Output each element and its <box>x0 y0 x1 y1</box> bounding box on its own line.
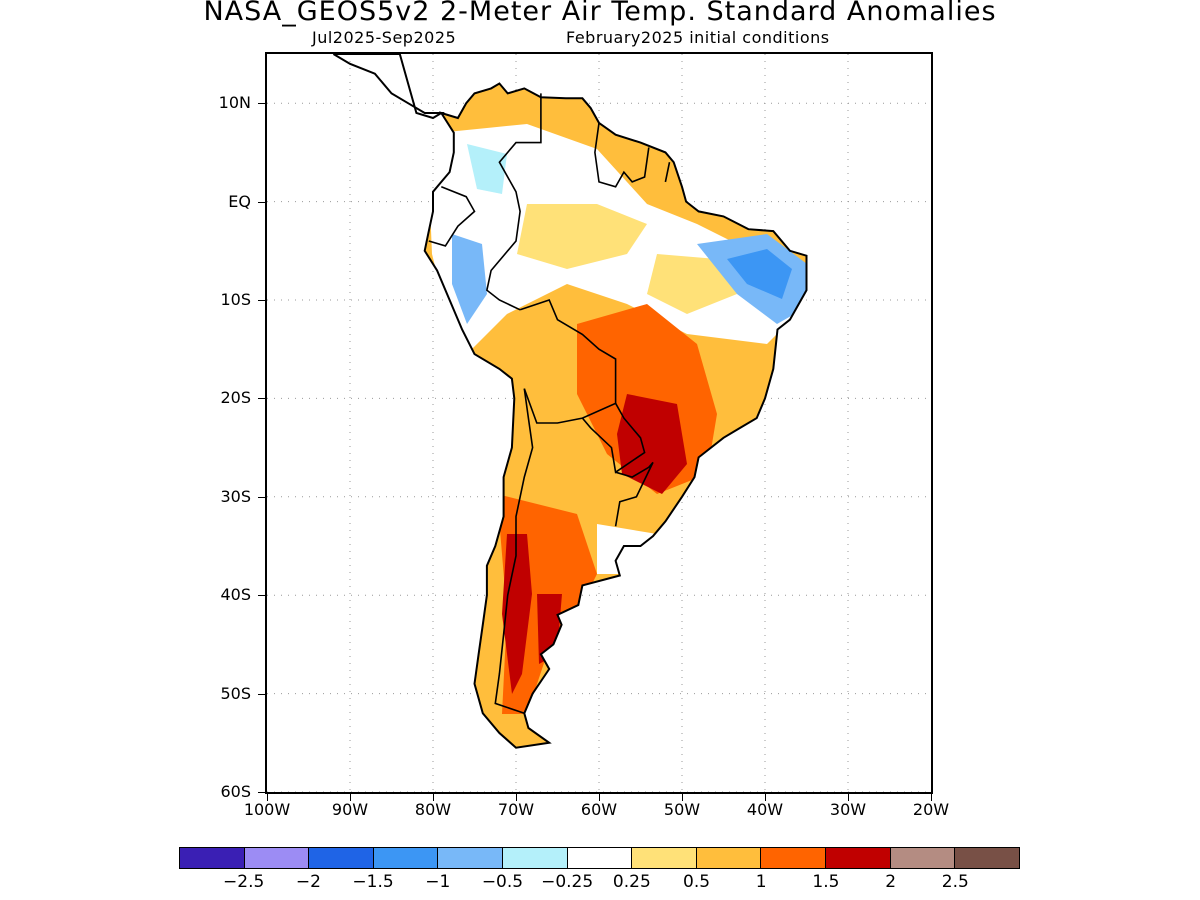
lat-tick-label: EQ <box>228 191 251 211</box>
lat-tick <box>258 792 266 793</box>
lon-tick-label: 70W <box>497 800 535 819</box>
colorbar-swatch <box>890 848 956 868</box>
lat-tick <box>258 201 266 203</box>
colorbar-swatch <box>309 848 374 868</box>
colorbar-swatch <box>696 848 762 868</box>
lat-tick-label: 10N <box>218 93 251 113</box>
lon-tick-label: 90W <box>331 800 369 819</box>
lon-tick-label: 30W <box>829 800 867 819</box>
colorbar-label: −2 <box>295 872 321 892</box>
colorbar-label: −0.5 <box>481 872 524 892</box>
lon-tick <box>931 794 932 801</box>
coastline <box>423 82 808 749</box>
colorbar-label: −1 <box>425 872 451 892</box>
anomaly-northeast-darkblue <box>727 249 792 299</box>
lon-tick <box>267 794 268 801</box>
anomaly-andes-blue <box>452 234 487 324</box>
map-svg <box>267 54 931 792</box>
lat-tick-label: 30S <box>220 486 251 506</box>
lat-tick-label: 10S <box>220 290 251 309</box>
lon-tick-label: 100W <box>243 800 291 819</box>
lat-tick-label: 40S <box>220 585 251 605</box>
lat-tick <box>258 300 266 301</box>
country-border <box>581 402 646 474</box>
anomaly-north-yellow-2 <box>647 254 737 314</box>
colorbar-label: 0.25 <box>612 872 651 892</box>
colorbar-swatch <box>826 848 891 868</box>
colorbar-label: −0.25 <box>541 872 594 892</box>
lon-tick-label: 50W <box>663 800 701 819</box>
anomaly-field <box>424 83 807 748</box>
colorbar-label: 2.5 <box>941 872 969 892</box>
lat-tick <box>258 103 266 105</box>
lon-tick <box>516 794 517 801</box>
colorbar-label: 1.5 <box>812 872 840 892</box>
colorbar-swatch <box>632 848 697 868</box>
lat-tick <box>258 496 266 498</box>
colorbar-label: −2.5 <box>223 872 265 892</box>
colorbar-swatch <box>955 848 1019 868</box>
initial-conditions: February2025 initial conditions <box>566 28 830 47</box>
colorbar-label: 1 <box>755 872 767 892</box>
lon-tick <box>433 794 434 801</box>
map-plot-area <box>265 52 933 794</box>
lat-tick-label: 20S <box>220 388 251 408</box>
country-border <box>519 299 617 424</box>
lon-tick-label: 40W <box>746 800 784 819</box>
forecast-period: Jul2025-Sep2025 <box>312 28 457 47</box>
lon-tick <box>350 794 351 801</box>
country-border <box>494 388 534 715</box>
lon-tick <box>765 794 766 801</box>
anomaly-central-red <box>617 394 687 494</box>
country-border <box>664 162 671 183</box>
lat-tick-label: 50S <box>220 683 251 703</box>
lon-tick <box>599 794 600 801</box>
colorbar-swatch <box>373 848 439 868</box>
lon-tick <box>682 794 683 801</box>
colorbar <box>179 847 1020 869</box>
country-borders <box>428 93 671 715</box>
colorbar-swatch <box>567 848 633 868</box>
lat-tick <box>258 595 266 597</box>
anomaly-colombia-lightblue <box>467 144 507 194</box>
colorbar-label: 2 <box>885 872 897 892</box>
country-border <box>594 122 650 188</box>
country-border <box>486 93 542 311</box>
colorbar-label: −1.5 <box>352 872 394 892</box>
colorbar-swatch <box>761 848 827 868</box>
country-border <box>428 186 476 247</box>
colorbar-swatch <box>503 848 568 868</box>
central-america-coastline <box>332 54 445 120</box>
lat-tick <box>258 398 266 400</box>
lon-tick-label: 60W <box>580 800 618 819</box>
colorbar-label: 0.5 <box>683 872 711 892</box>
colorbar-swatch <box>244 848 310 868</box>
colorbar-swatch <box>438 848 504 868</box>
anomaly-chile-red <box>502 534 532 694</box>
lon-tick-label: 80W <box>414 800 452 819</box>
lat-tick-label: 60S <box>220 782 251 801</box>
lon-tick-label: 20W <box>912 800 950 819</box>
lat-tick <box>258 693 266 695</box>
anomaly-north-yellow <box>517 204 647 269</box>
map-title: NASA_GEOS5v2 2-Meter Air Temp. Standard … <box>203 0 997 27</box>
colorbar-swatch <box>180 848 245 868</box>
country-border <box>614 461 654 527</box>
lon-tick <box>848 794 849 801</box>
